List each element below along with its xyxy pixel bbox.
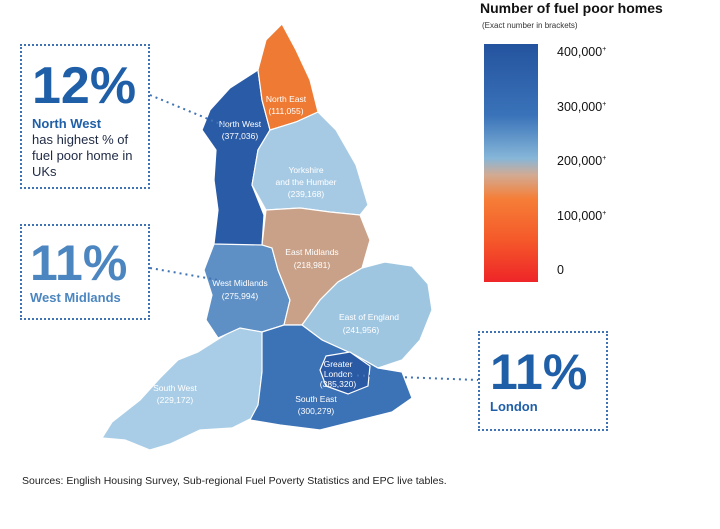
callout-london: 11% London xyxy=(478,331,608,431)
label-north-east: North East xyxy=(266,94,307,104)
label-yorkshire-2: and the Humber xyxy=(276,177,337,187)
legend-title: Number of fuel poor homes xyxy=(480,0,663,16)
callout-connectors xyxy=(149,94,479,381)
label-london-1: Greater xyxy=(324,359,353,369)
value-south-west: (229,172) xyxy=(157,395,194,405)
legend-subtitle: (Exact number in brackets) xyxy=(482,21,578,30)
callout-london-region: London xyxy=(490,399,538,414)
source-note: Sources: English Housing Survey, Sub-reg… xyxy=(22,475,447,487)
label-south-east: South East xyxy=(295,394,337,404)
value-north-west: (377,036) xyxy=(222,131,259,141)
label-south-west: South West xyxy=(153,383,197,393)
legend-tick: 0 xyxy=(557,263,564,277)
region-greater-london xyxy=(319,351,371,395)
label-west-midlands: West Midlands xyxy=(212,278,268,288)
label-yorkshire-1: Yorkshire xyxy=(288,165,323,175)
label-north-west: North West xyxy=(219,119,262,129)
legend-tick: 400,000+ xyxy=(557,45,607,59)
label-east-of-england: East of England xyxy=(339,312,399,322)
callout-north-west-percent: 12% xyxy=(32,57,137,115)
connector-north-west xyxy=(149,94,231,129)
legend-tick: 100,000+ xyxy=(557,209,607,223)
value-london: (385,320) xyxy=(320,379,357,389)
region-labels: North East (111,055) North West (377,036… xyxy=(153,94,399,416)
value-north-east: (111,055) xyxy=(268,106,303,116)
callout-north-west: 12% North West has highest % of fuel poo… xyxy=(20,44,150,189)
value-east-midlands: (218,981) xyxy=(294,260,331,270)
value-south-east: (300,279) xyxy=(298,406,335,416)
connector-london xyxy=(344,374,479,381)
value-east-of-england: (241,956) xyxy=(343,325,380,335)
legend-color-scale xyxy=(484,44,538,282)
value-west-midlands: (275,994) xyxy=(222,291,259,301)
legend-tick: 300,000+ xyxy=(557,100,607,114)
legend-tick: 200,000+ xyxy=(557,154,607,168)
label-london-2: London xyxy=(324,369,353,379)
callout-london-percent: 11% xyxy=(490,344,588,400)
region-north-east xyxy=(257,23,319,131)
label-east-midlands: East Midlands xyxy=(285,247,338,257)
value-yorkshire: (239,168) xyxy=(288,189,325,199)
callout-west-midlands-region: West Midlands xyxy=(30,290,121,305)
callout-north-west-region: North West xyxy=(32,116,102,131)
callout-west-midlands: 11% West Midlands xyxy=(20,224,150,320)
callout-west-midlands-percent: 11% xyxy=(30,235,128,291)
callout-north-west-text: has highest % of fuel poor home in UKs xyxy=(32,132,133,179)
